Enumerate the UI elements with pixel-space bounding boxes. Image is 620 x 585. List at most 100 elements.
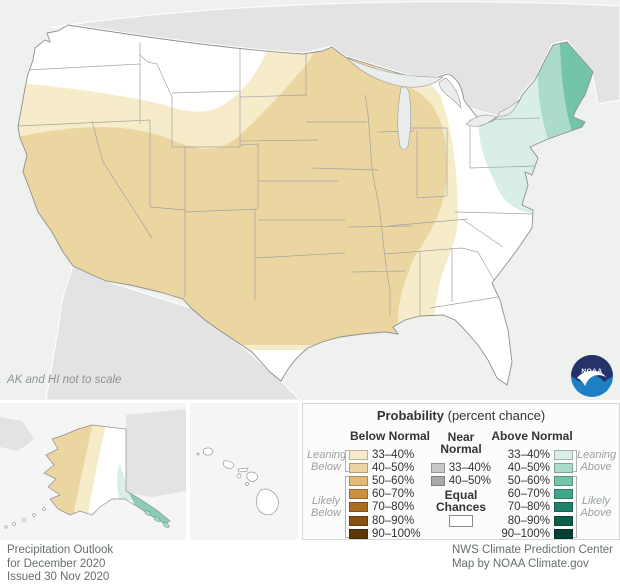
footer-period-line: for December 2020: [7, 557, 106, 570]
hawaii-inset: [190, 403, 298, 540]
near-33-swatch: [431, 462, 445, 473]
us-outline: [17, 24, 594, 386]
great-lakes: [346, 57, 520, 150]
footer-source-line: NWS Climate Prediction Center: [451, 544, 613, 556]
legend-row-above-40: 40–50%: [491, 462, 573, 474]
region-above-50: [560, 36, 593, 140]
near-40-swatch: [431, 475, 445, 486]
island-maui: [246, 471, 259, 482]
legend-row-above-50: 50–60%: [491, 475, 573, 487]
above-40-range: 40–50%: [507, 461, 550, 474]
alaska-inset: [0, 403, 186, 540]
above-33-swatch: [554, 449, 573, 460]
below-80-range: 80–90%: [372, 514, 415, 527]
legend-row-below-70: 70–80%: [349, 501, 431, 513]
near-40-range: 40–50%: [448, 474, 491, 487]
lake-superior: [346, 57, 444, 88]
legend-row-below-33: 33–40%: [349, 449, 431, 461]
below-60-range: 60–70%: [372, 488, 415, 501]
legend-row-near-40: 40–50%: [431, 475, 491, 487]
legend-row-above-60: 60–70%: [491, 488, 573, 500]
below-90-range: 90–100%: [372, 527, 421, 540]
above-50-range: 50–60%: [507, 474, 550, 487]
above-80-swatch: [554, 515, 573, 526]
legend-row-above-90: 90–100%: [491, 528, 573, 540]
footer-credit-line: Map by NOAA Climate.gov: [451, 557, 589, 570]
likely-below-bracket: [345, 476, 349, 539]
above-70-range: 70–80%: [507, 501, 550, 514]
bottom-panels: Probability (percent chance) Below Norma…: [0, 403, 620, 540]
ak-region-above-40-panhandle: [128, 491, 170, 524]
noaa-logo: NOAA: [571, 355, 613, 397]
below-90-swatch: [349, 528, 368, 539]
legend-title-rest: (percent chance): [444, 408, 546, 423]
hawaii-map: [196, 447, 279, 516]
below-50-swatch: [349, 475, 368, 486]
lake-ontario: [497, 99, 520, 117]
map-scale-note: AK and HI not to scale: [7, 374, 122, 386]
legend-row-below-50: 50–60%: [349, 475, 431, 487]
lake-huron: [438, 77, 462, 109]
leaning-below-label: Leaning Below: [307, 449, 347, 474]
island-kauai: [202, 447, 214, 456]
alaska-map: [0, 409, 186, 529]
near-33-range: 33–40%: [448, 461, 491, 474]
canada-landmass-inset: [126, 409, 186, 497]
probability-legend: Probability (percent chance) Below Norma…: [302, 403, 620, 540]
near-normal-header: Near Normal: [440, 429, 482, 456]
below-70-range: 70–80%: [372, 501, 415, 514]
conus-map-area: NOAA AK and HI not to scale: [0, 0, 620, 400]
russia-landmass: [0, 417, 34, 451]
alaska-outline: [43, 424, 171, 525]
conus-map: NOAA: [0, 0, 620, 400]
equal-chances-swatch: [449, 514, 473, 527]
above-90-swatch: [554, 528, 573, 539]
leaning-above-label: Leaning Above: [577, 449, 617, 474]
island-hawaii: [256, 488, 279, 516]
legend-title: Probability (percent chance): [307, 407, 615, 424]
likely-below-label: Likely Below: [311, 495, 341, 520]
island-molokai: [237, 467, 249, 473]
below-40-swatch: [349, 462, 368, 473]
above-40-swatch: [554, 462, 573, 473]
lake-erie: [465, 114, 497, 127]
below-40-range: 40–50%: [372, 461, 415, 474]
below-33-range: 33–40%: [372, 448, 415, 461]
legend-title-bold: Probability: [376, 408, 444, 423]
legend-row-near-33: 33–40%: [431, 462, 491, 474]
footer-issued-line: Issued 30 Nov 2020: [7, 571, 110, 583]
equal-chances-label: Equal Chances: [435, 487, 487, 514]
below-80-swatch: [349, 515, 368, 526]
likely-above-label: Likely Above: [580, 495, 612, 520]
footer-left: Precipitation Outlook for December 2020 …: [7, 544, 113, 583]
legend-row-below-40: 40–50%: [349, 462, 431, 474]
legend-row-above-33: 33–40%: [491, 449, 573, 461]
legend-grid: Below Normal Near Normal Above Normal Le…: [307, 424, 617, 540]
below-normal-header: Below Normal: [349, 429, 430, 443]
legend-row-below-80: 80–90%: [349, 515, 431, 527]
legend-row-below-90: 90–100%: [349, 528, 431, 540]
noaa-logo-text: NOAA: [581, 368, 602, 375]
state-borders: [18, 42, 541, 318]
footer-right: NWS Climate Prediction Center Map by NOA…: [452, 544, 613, 581]
below-33-swatch: [349, 449, 368, 460]
leaning-below-bracket: [345, 450, 349, 473]
above-50-swatch: [554, 475, 573, 486]
lake-michigan: [397, 86, 412, 150]
above-80-range: 80–90%: [507, 514, 550, 527]
island-niihau: [196, 452, 200, 456]
equal-chances-swatch-cell: [431, 514, 491, 527]
leaning-above-bracket: [573, 450, 577, 473]
above-60-range: 60–70%: [507, 488, 550, 501]
above-70-swatch: [554, 502, 573, 513]
island-kahoolawe: [245, 482, 249, 486]
below-50-range: 50–60%: [372, 474, 415, 487]
above-33-range: 33–40%: [507, 448, 550, 461]
footer: Precipitation Outlook for December 2020 …: [0, 540, 620, 585]
above-90-range: 90–100%: [501, 527, 550, 540]
below-70-swatch: [349, 502, 368, 513]
legend-row-above-70: 70–80%: [491, 501, 573, 513]
legend-row-above-80: 80–90%: [491, 515, 573, 527]
region-below-40: [18, 44, 448, 345]
